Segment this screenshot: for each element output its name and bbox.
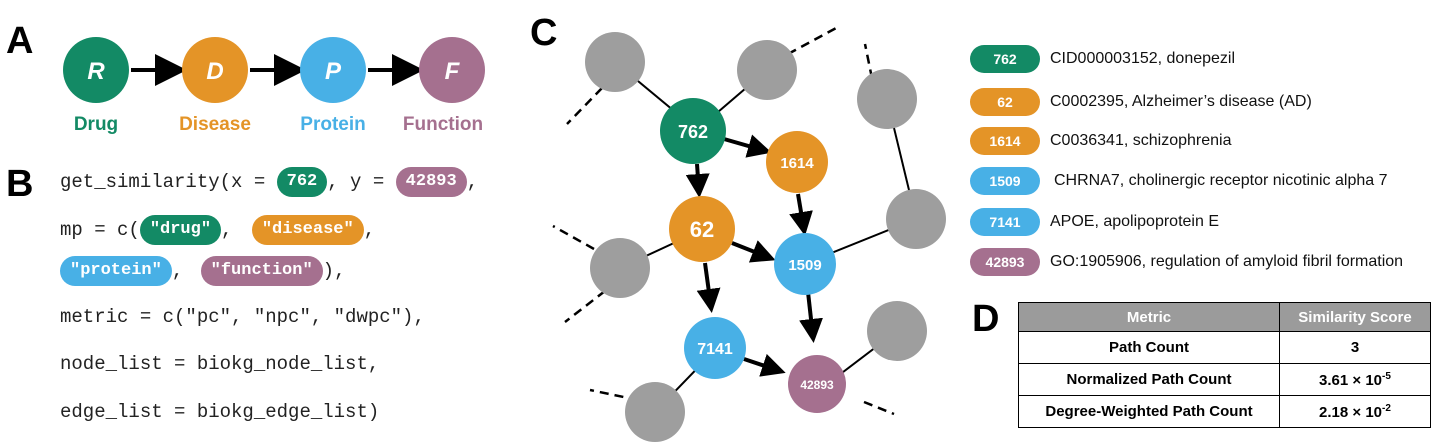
score-cell: 2.18 × 10-2 bbox=[1279, 395, 1431, 428]
protein-node: P Protein bbox=[300, 37, 366, 135]
legend-pill-762: 762 bbox=[970, 45, 1040, 73]
legend-item: 1614 C0036341, schizophrenia bbox=[970, 127, 1231, 155]
directed-edges bbox=[685, 134, 823, 377]
metric-cell: Path Count bbox=[1018, 331, 1280, 364]
panel-label-b: B bbox=[6, 163, 34, 205]
node-42893: 42893 bbox=[788, 355, 846, 413]
svg-text:R: R bbox=[87, 58, 105, 85]
svg-text:762: 762 bbox=[678, 122, 708, 142]
mp-disease-pill: "disease" bbox=[251, 215, 364, 245]
table-row: Path Count 3 bbox=[1018, 331, 1431, 364]
legend-pill-1509: 1509 bbox=[970, 167, 1040, 195]
drug-label: Drug bbox=[74, 114, 118, 135]
table-header-row: Metric Similarity Score bbox=[1018, 302, 1431, 332]
gray-node bbox=[590, 238, 650, 298]
metric-cell: Degree-Weighted Path Count bbox=[1018, 395, 1280, 428]
legend-pill-1614: 1614 bbox=[970, 127, 1040, 155]
drug-node: R Drug bbox=[63, 37, 129, 135]
gray-node bbox=[625, 382, 685, 442]
panel-label-a: A bbox=[6, 20, 34, 62]
node-1614: 1614 bbox=[766, 131, 828, 193]
svg-text:D: D bbox=[206, 58, 223, 85]
gray-node bbox=[886, 189, 946, 249]
score-cell: 3.61 × 10-5 bbox=[1279, 363, 1431, 396]
node-7141: 7141 bbox=[684, 317, 746, 379]
legend-item: 1509 CHRNA7, cholinergic receptor nicoti… bbox=[970, 167, 1388, 195]
legend-item: 7141 APOE, apolipoprotein E bbox=[970, 208, 1219, 236]
function-node: F Function bbox=[403, 37, 485, 135]
svg-text:P: P bbox=[325, 58, 342, 85]
code-line-2: mp = c( "drug" , "disease" , bbox=[60, 215, 375, 245]
disease-label: Disease bbox=[179, 114, 251, 135]
disease-node: D Disease bbox=[179, 37, 251, 135]
panel-label-d: D bbox=[972, 298, 1000, 340]
legend-pill-7141: 7141 bbox=[970, 208, 1040, 236]
table-row: Normalized Path Count 3.61 × 10-5 bbox=[1018, 363, 1431, 396]
mp-function-pill: "function" bbox=[200, 256, 323, 286]
svg-text:F: F bbox=[445, 58, 461, 85]
gray-node bbox=[857, 69, 917, 129]
y-value-pill: 42893 bbox=[395, 167, 467, 197]
column-header: Metric bbox=[1018, 302, 1280, 332]
svg-text:1509: 1509 bbox=[788, 257, 821, 274]
svg-text:42893: 42893 bbox=[800, 378, 834, 392]
code-line-5: node_list = biokg_node_list, bbox=[60, 353, 380, 375]
x-value-pill: 762 bbox=[276, 167, 328, 197]
svg-text:1614: 1614 bbox=[780, 155, 814, 172]
svg-text:7141: 7141 bbox=[697, 341, 733, 358]
node-762: 762 bbox=[660, 98, 726, 164]
gray-nodes bbox=[585, 32, 946, 442]
legend-item: 762 CID000003152, donepezil bbox=[970, 45, 1235, 73]
network-graph: 762 1614 62 1509 7141 42893 bbox=[552, 25, 946, 442]
similarity-table: Metric Similarity Score Path Count 3 Nor… bbox=[1018, 302, 1431, 428]
code-line-1: get_similarity(x = 762 , y = 42893 , bbox=[60, 167, 478, 197]
mp-drug-pill: "drug" bbox=[139, 215, 222, 245]
legend-pill-62: 62 bbox=[970, 88, 1040, 116]
table-row: Degree-Weighted Path Count 2.18 × 10-2 bbox=[1018, 395, 1431, 428]
gray-node bbox=[585, 32, 645, 92]
gray-node bbox=[867, 301, 927, 361]
metapath-schema: R Drug D Disease P Protein F Function bbox=[63, 37, 485, 135]
node-1509: 1509 bbox=[774, 233, 836, 295]
protein-label: Protein bbox=[300, 114, 365, 135]
mp-protein-pill: "protein" bbox=[60, 256, 172, 286]
code-line-6: edge_list = biokg_edge_list) bbox=[60, 401, 380, 423]
gray-node bbox=[737, 40, 797, 100]
panel-label-c: C bbox=[530, 12, 558, 54]
code-line-3: "protein" , "function" ), bbox=[60, 256, 345, 286]
score-cell: 3 bbox=[1279, 331, 1431, 364]
metric-cell: Normalized Path Count bbox=[1018, 363, 1280, 396]
code-line-4: metric = c("pc", "npc", "dwpc"), bbox=[60, 306, 425, 328]
column-header: Similarity Score bbox=[1279, 302, 1431, 332]
legend-pill-42893: 42893 bbox=[970, 248, 1040, 276]
legend-item: 62 C0002395, Alzheimer’s disease (AD) bbox=[970, 88, 1312, 116]
node-62: 62 bbox=[669, 196, 735, 262]
function-label: Function bbox=[403, 114, 483, 135]
svg-text:62: 62 bbox=[690, 217, 714, 242]
legend-item: 42893 GO:1905906, regulation of amyloid … bbox=[970, 248, 1403, 276]
